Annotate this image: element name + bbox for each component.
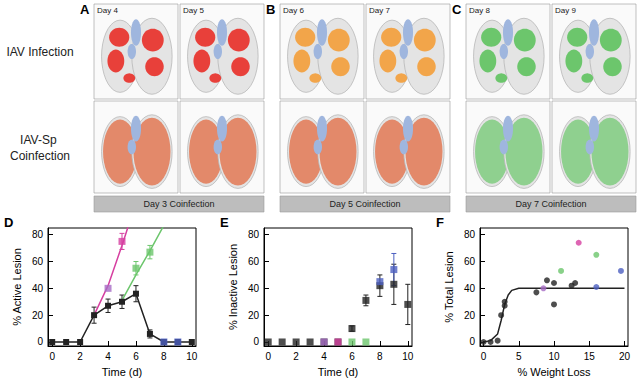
svg-text:IAV-Sp: IAV-Sp bbox=[20, 133, 60, 147]
svg-text:B: B bbox=[266, 2, 275, 17]
svg-text:Day 7: Day 7 bbox=[369, 6, 390, 15]
svg-text:0: 0 bbox=[37, 336, 43, 347]
svg-text:60: 60 bbox=[32, 256, 44, 267]
svg-text:Day 7 Coinfection: Day 7 Coinfection bbox=[515, 199, 586, 209]
svg-text:F: F bbox=[436, 215, 444, 230]
svg-text:6: 6 bbox=[349, 351, 355, 362]
svg-text:Day 3 Coinfection: Day 3 Coinfection bbox=[143, 199, 214, 209]
svg-text:Coinfection: Coinfection bbox=[10, 149, 70, 163]
svg-text:4: 4 bbox=[105, 351, 111, 362]
svg-text:8: 8 bbox=[377, 351, 383, 362]
svg-text:80: 80 bbox=[32, 229, 44, 240]
svg-text:C: C bbox=[452, 2, 462, 17]
svg-text:D: D bbox=[4, 215, 13, 230]
svg-text:15: 15 bbox=[584, 351, 596, 362]
svg-text:40: 40 bbox=[248, 283, 260, 294]
svg-text:10: 10 bbox=[186, 351, 198, 362]
svg-text:% Weight Loss: % Weight Loss bbox=[517, 366, 591, 378]
svg-text:20: 20 bbox=[464, 310, 476, 321]
svg-text:4: 4 bbox=[321, 351, 327, 362]
svg-text:60: 60 bbox=[248, 256, 260, 267]
svg-text:0: 0 bbox=[253, 336, 259, 347]
svg-text:0: 0 bbox=[469, 336, 475, 347]
svg-text:Time (d): Time (d) bbox=[318, 366, 359, 378]
svg-text:20: 20 bbox=[248, 310, 260, 321]
svg-text:E: E bbox=[220, 215, 229, 230]
svg-text:20: 20 bbox=[32, 310, 44, 321]
svg-text:10: 10 bbox=[402, 351, 414, 362]
svg-text:Day 6: Day 6 bbox=[283, 6, 304, 15]
svg-text:Day 4: Day 4 bbox=[97, 6, 118, 15]
svg-text:60: 60 bbox=[464, 256, 476, 267]
svg-text:Day 9: Day 9 bbox=[555, 6, 576, 15]
svg-text:80: 80 bbox=[464, 229, 476, 240]
svg-text:6: 6 bbox=[133, 351, 139, 362]
svg-text:10: 10 bbox=[548, 351, 560, 362]
svg-text:40: 40 bbox=[32, 283, 44, 294]
svg-text:Time (d): Time (d) bbox=[102, 366, 143, 378]
svg-text:% Active Lesion: % Active Lesion bbox=[11, 248, 23, 326]
svg-text:40: 40 bbox=[464, 283, 476, 294]
svg-text:5: 5 bbox=[516, 351, 522, 362]
svg-text:8: 8 bbox=[161, 351, 167, 362]
svg-text:20: 20 bbox=[619, 351, 631, 362]
svg-text:A: A bbox=[80, 2, 90, 17]
svg-text:Day 5: Day 5 bbox=[183, 6, 204, 15]
svg-text:0: 0 bbox=[265, 351, 271, 362]
svg-text:IAV Infection: IAV Infection bbox=[6, 45, 73, 59]
svg-text:2: 2 bbox=[293, 351, 299, 362]
svg-text:2: 2 bbox=[77, 351, 83, 362]
svg-text:% Total Lesion: % Total Lesion bbox=[443, 251, 455, 322]
svg-text:80: 80 bbox=[248, 229, 260, 240]
svg-text:% Inactive Lesion: % Inactive Lesion bbox=[227, 244, 239, 330]
svg-text:Day 5 Coinfection: Day 5 Coinfection bbox=[329, 199, 400, 209]
svg-text:Day 8: Day 8 bbox=[469, 6, 490, 15]
svg-text:0: 0 bbox=[49, 351, 55, 362]
svg-text:0: 0 bbox=[481, 351, 487, 362]
